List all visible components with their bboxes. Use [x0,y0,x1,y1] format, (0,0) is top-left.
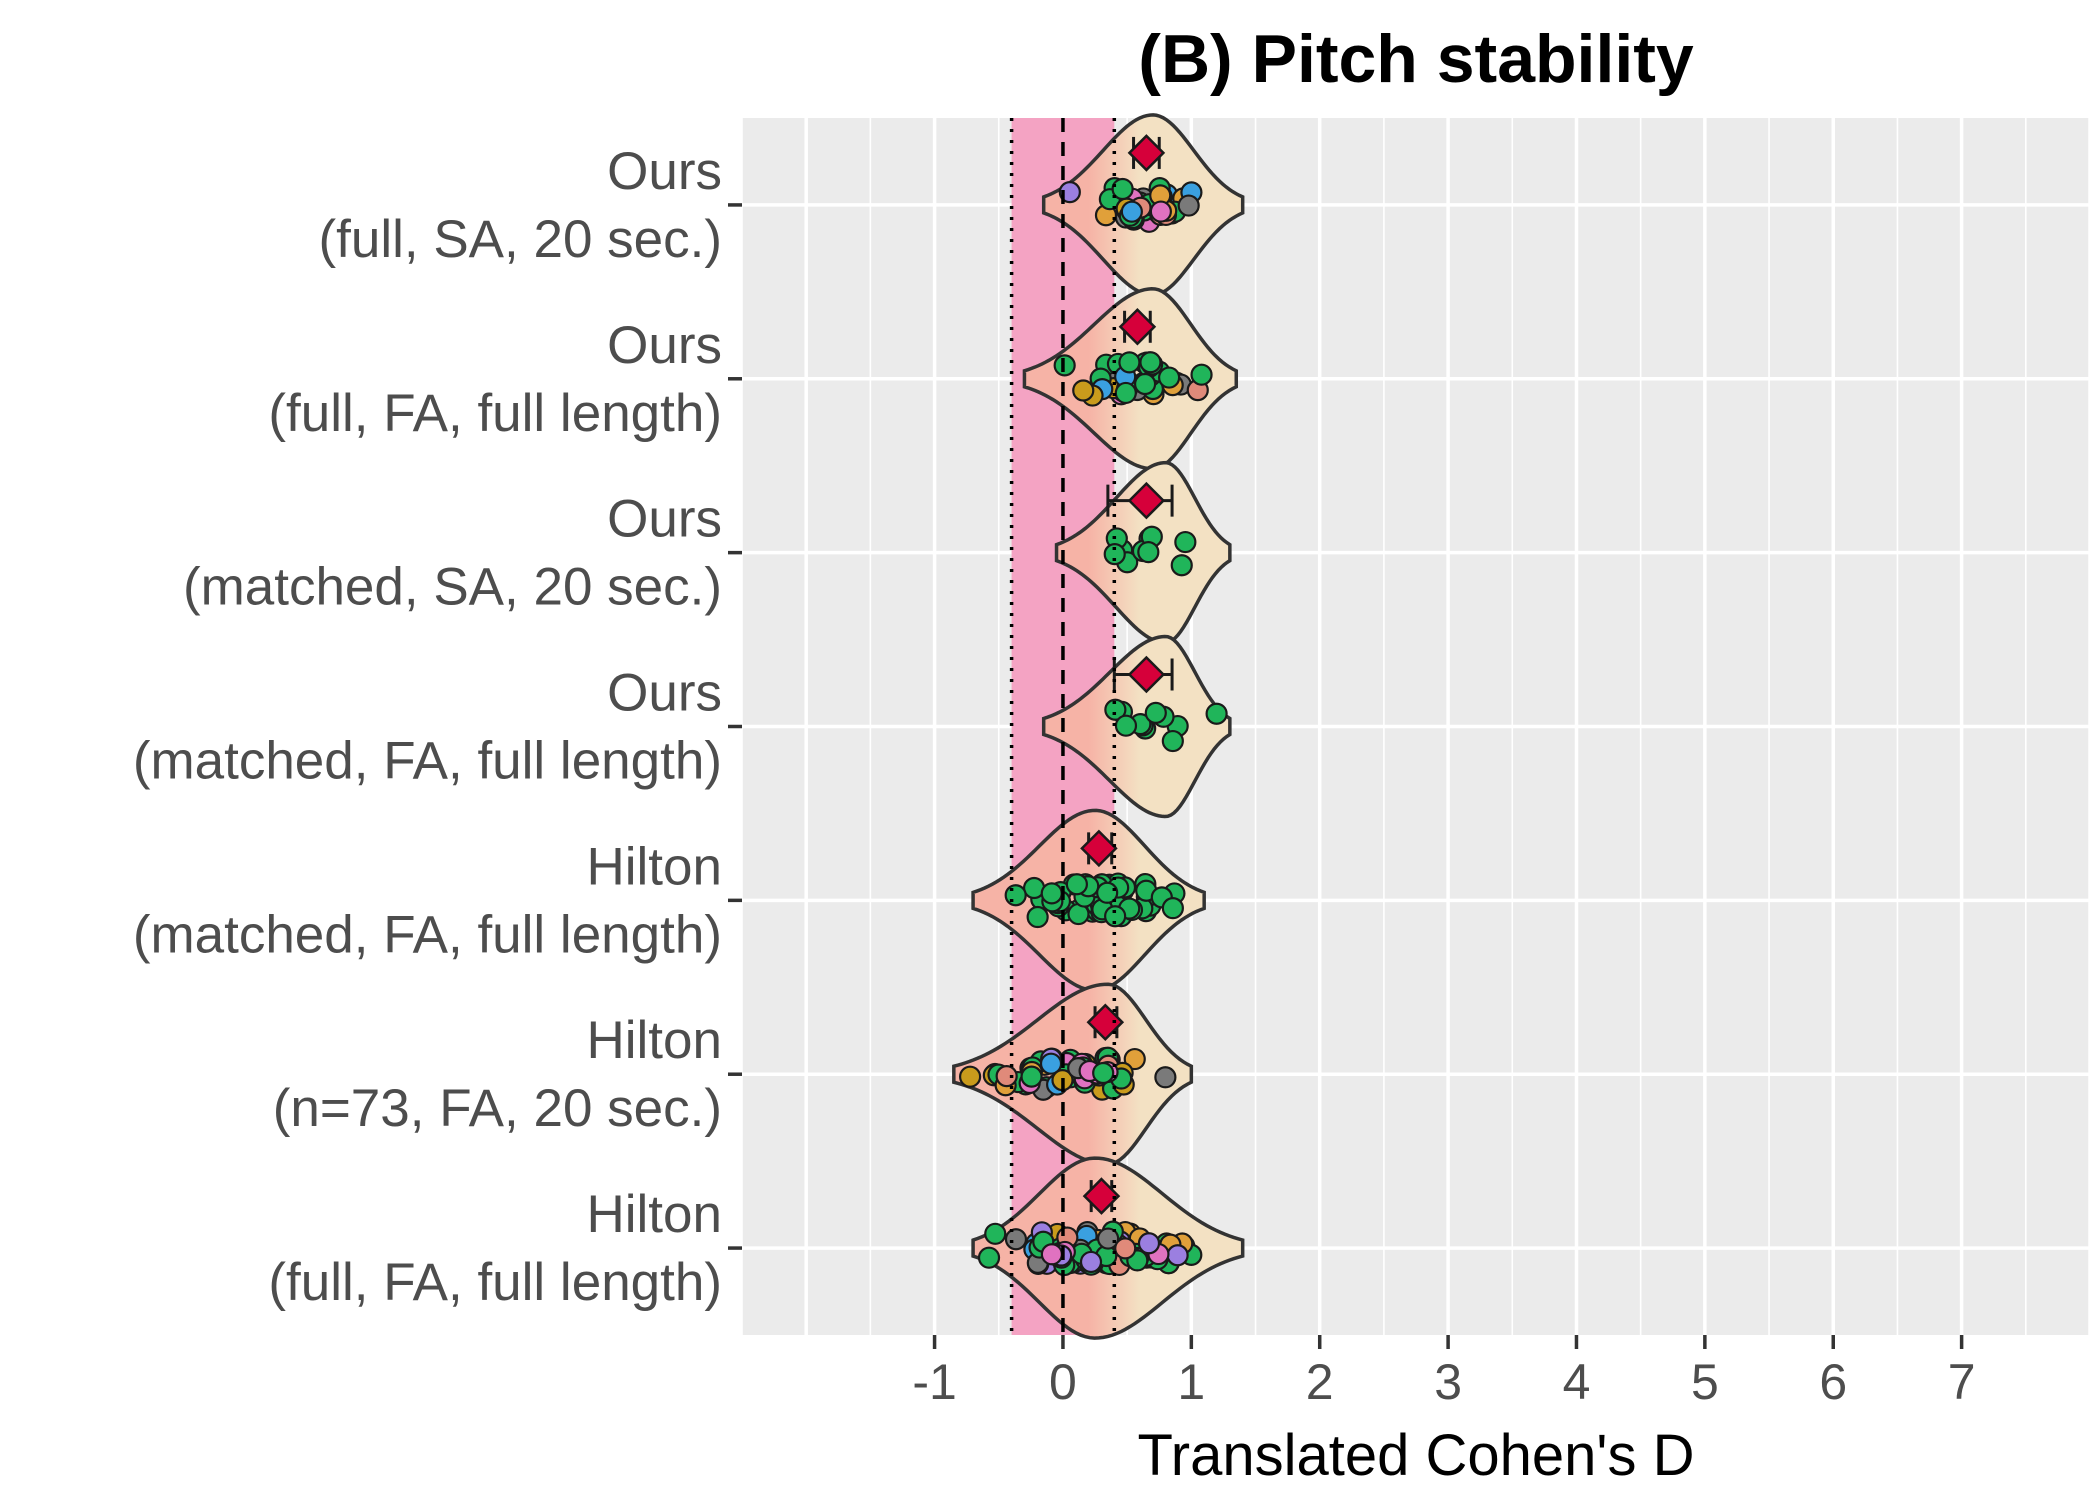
violin-group [1022,287,1239,471]
x-tick-label: 4 [1563,1354,1591,1410]
data-point [1114,1237,1137,1260]
data-point [1058,181,1081,204]
violin-group [1041,634,1232,819]
data-point [1114,381,1137,405]
data-point [1205,702,1228,725]
x-tick-label: 3 [1434,1354,1462,1410]
x-axis-label: Translated Cohen's D [1138,1423,1695,1488]
mean-marker [1127,134,1166,172]
x-tick-label: 7 [1948,1354,1976,1410]
axes-layer: Ours (full, SA, 20 sec.) Ours (full, FA, fu… [133,142,1976,1410]
plot-panel [741,118,2092,1335]
violin-group [971,808,1206,993]
violin-group [1041,113,1245,297]
x-tick-label: 0 [1049,1354,1077,1410]
data-point [1118,351,1141,374]
data-point [1166,1244,1189,1267]
data-point [959,1065,982,1088]
data-point [1039,1052,1063,1075]
data-point [1139,351,1162,374]
data-point [1079,1250,1103,1274]
data-point [977,1246,1001,1269]
data-point [1092,1061,1115,1085]
data-point [1137,541,1160,564]
data-point [1103,543,1126,566]
x-tick-label: 1 [1177,1354,1205,1410]
data-point [1040,882,1063,905]
data-point [1114,714,1138,737]
data-point [1161,897,1184,920]
y-tick-label-line2: (n=73, FA, 20 sec.) [273,1079,722,1138]
reference-lines-layer [1009,118,1117,1335]
data-point [1104,698,1127,721]
data-point [1120,200,1143,223]
y-tick-label-line2: (full, FA, full length) [268,384,722,443]
data-point [1096,881,1119,904]
mean-marker [1082,1177,1121,1215]
mean-marker [1118,308,1157,346]
x-tick-label: -1 [912,1354,956,1410]
data-point [1040,1243,1063,1266]
data-point [984,1222,1007,1245]
data-point [1020,1065,1043,1088]
data-point [1170,554,1193,577]
mean-marker [1127,655,1166,694]
violin-group [952,982,1194,1166]
mean-marker [1127,481,1166,520]
data-point [1190,363,1213,386]
y-tick-label-line1: Ours [607,142,722,201]
data-point [1174,530,1197,554]
mean-marker [1086,1003,1125,1041]
data-point [1065,873,1088,896]
data-point [1111,177,1134,201]
data-point [1004,1228,1028,1251]
data-point [1004,884,1027,907]
data-point [1133,372,1157,396]
data-point [1177,194,1200,217]
y-tick-label-line2: (matched, SA, 20 sec.) [183,558,722,617]
data-point [1144,701,1167,724]
x-tick-label: 5 [1691,1354,1719,1410]
data-point [1072,379,1095,402]
violin-group [1054,460,1232,645]
mean-marker [1080,829,1118,868]
y-tick-label-line1: Hilton [586,1185,722,1244]
y-tick-label-line2: (full, FA, full length) [268,1253,722,1312]
y-tick-label-line2: (full, SA, 20 sec.) [318,210,722,269]
y-tick-label-line1: Ours [607,490,722,549]
violins-layer [952,113,1245,1340]
data-point [1123,1047,1146,1071]
data-point [1137,1232,1161,1255]
x-tick-label: 6 [1819,1354,1847,1410]
data-point [1149,200,1172,223]
data-point [1161,729,1184,753]
data-point [1026,905,1049,929]
chart-title: (B) Pitch stability [1138,21,1694,97]
data-point [1154,1066,1177,1089]
data-point [1096,1227,1120,1250]
y-tick-label-line1: Ours [607,316,722,375]
y-tick-label-line1: Hilton [586,1011,722,1070]
y-tick-label-line2: (matched, FA, full length) [133,732,722,791]
data-point [1158,366,1181,389]
y-tick-label-line1: Hilton [586,837,722,896]
y-tick-label-line2: (matched, FA, full length) [133,905,722,964]
x-tick-label: 2 [1306,1354,1334,1410]
data-point [995,1065,1018,1088]
y-tick-label-line1: Ours [607,664,722,723]
data-point [1104,905,1127,928]
